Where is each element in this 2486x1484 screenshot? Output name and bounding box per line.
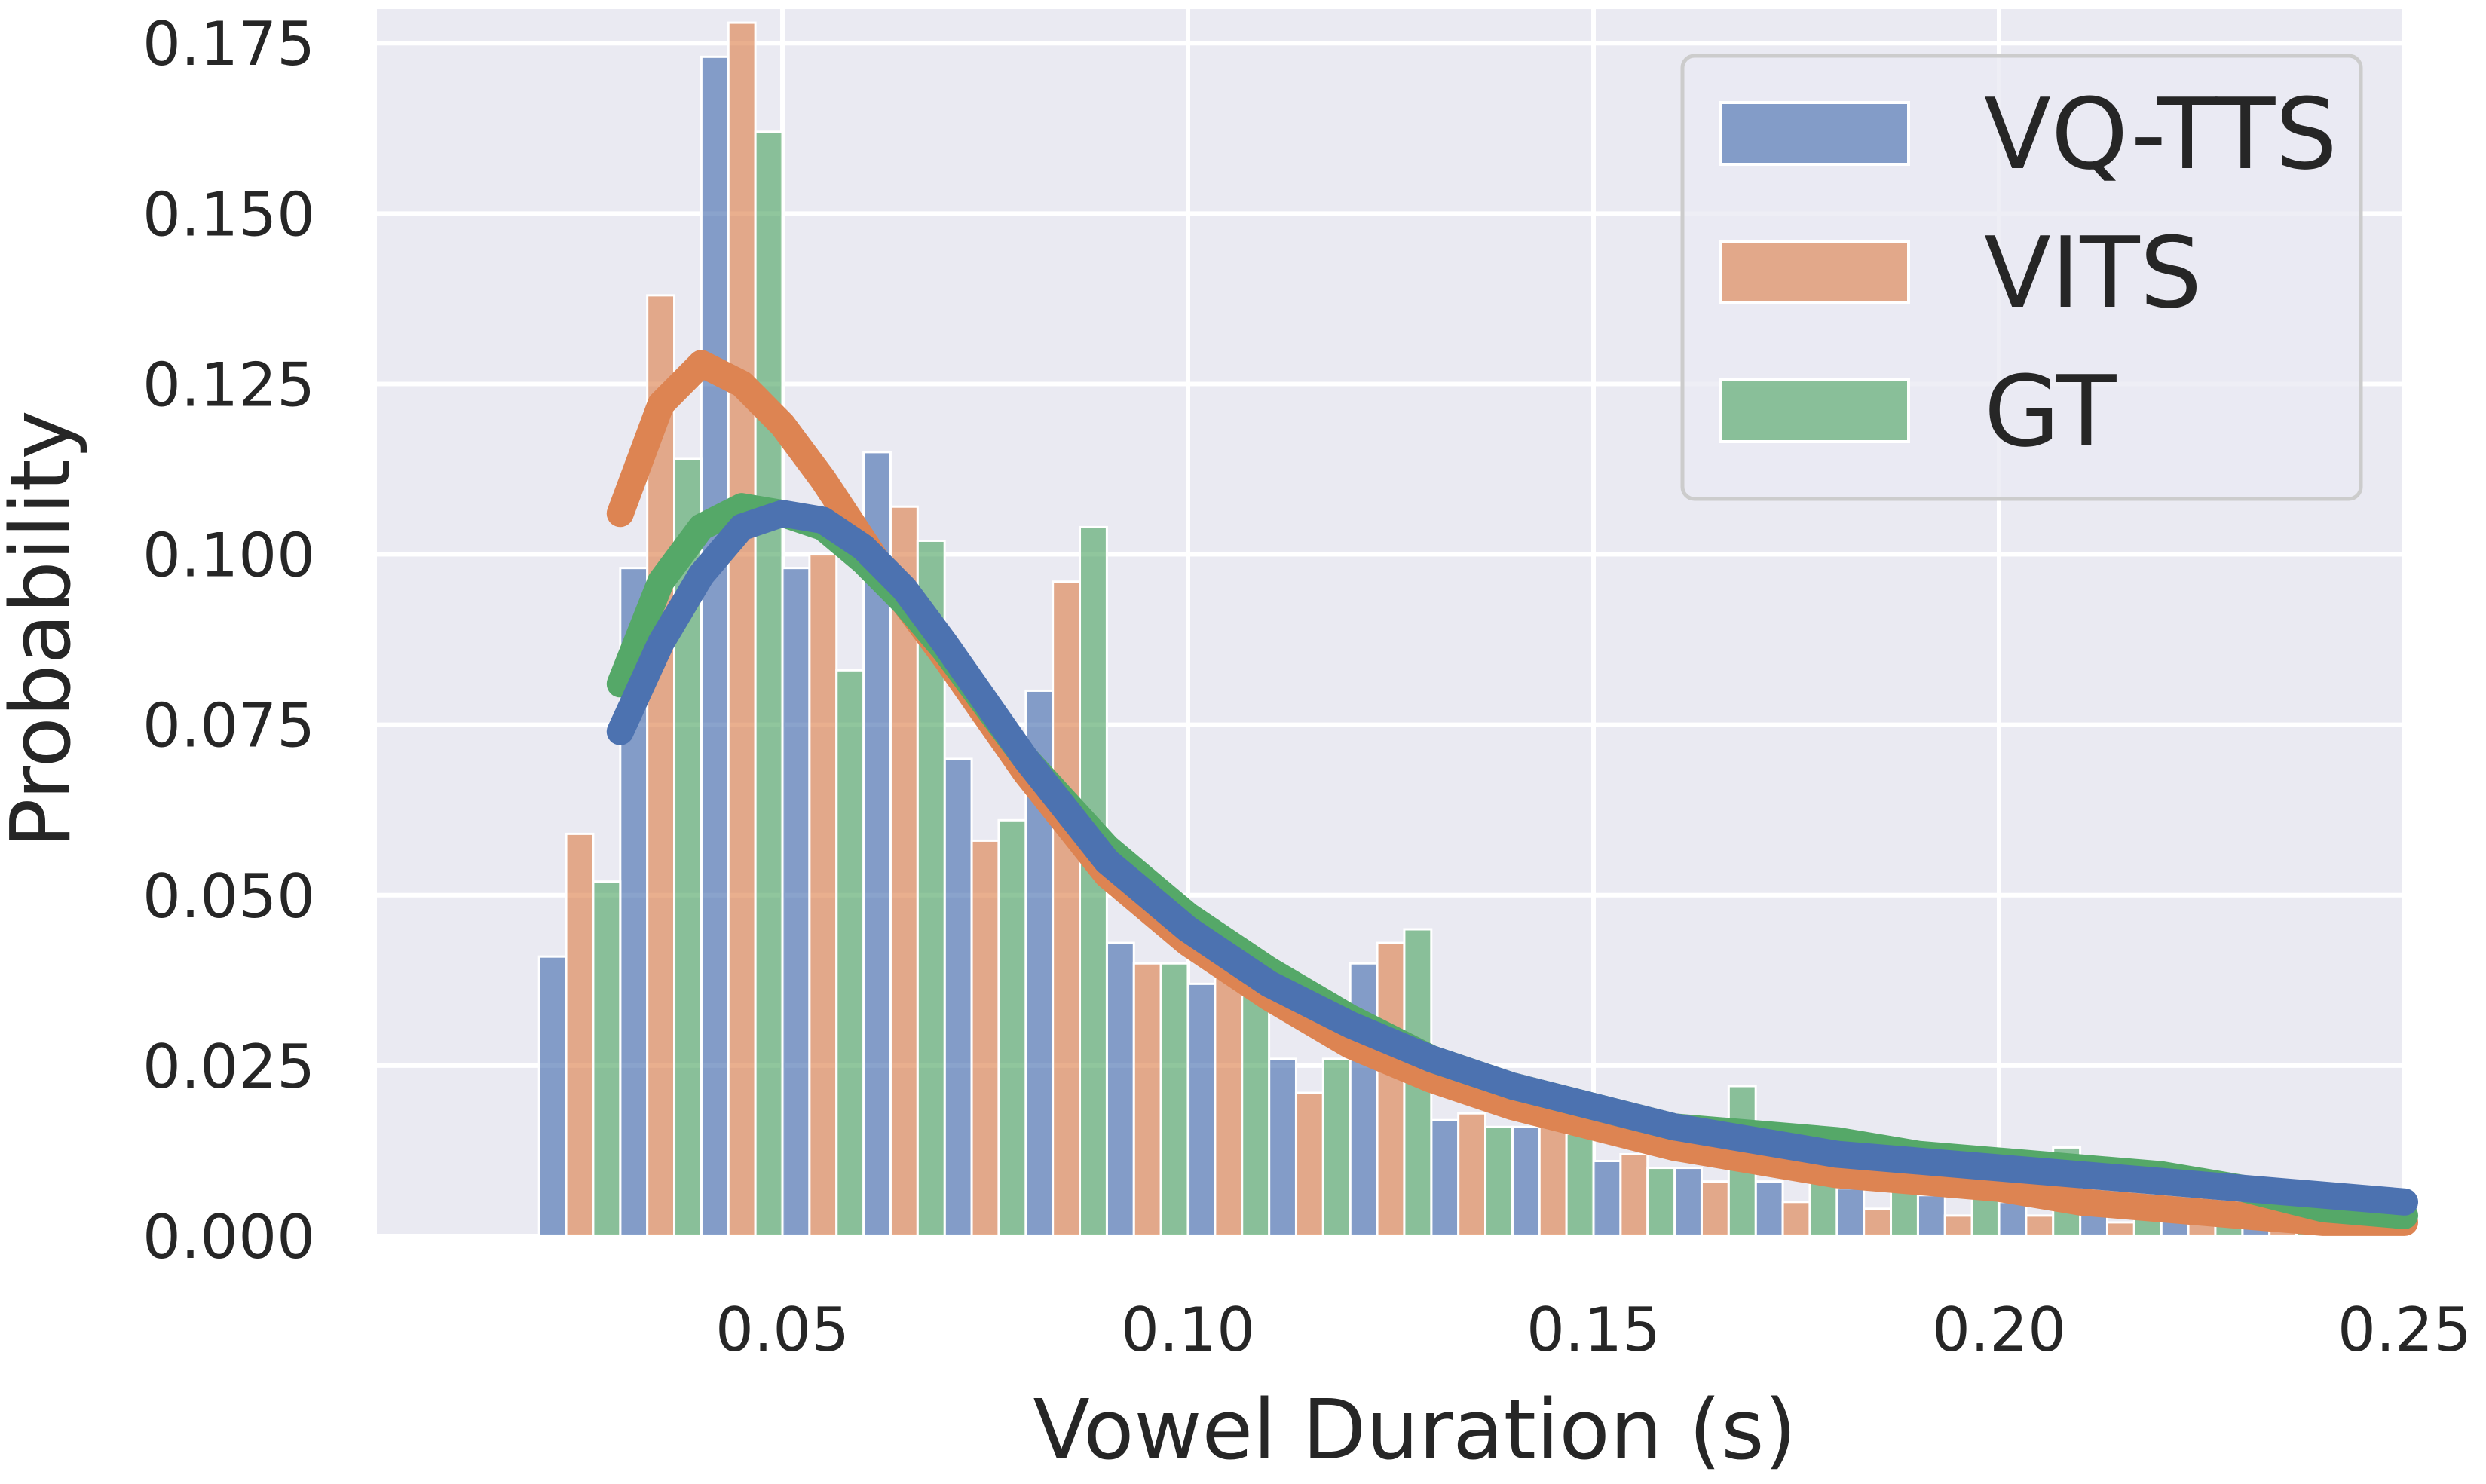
bar-vits-19 <box>2105 1221 2135 1238</box>
bar-vqtts-0 <box>537 955 568 1238</box>
bar-vqtts-9 <box>1268 1057 1297 1238</box>
bar-gt-3 <box>835 669 865 1238</box>
bar-vits-8 <box>1214 975 1244 1238</box>
legend: VQ-TTS VITS GT <box>1680 54 2363 501</box>
bar-vits-17 <box>1943 1214 1973 1238</box>
bar-gt-7 <box>1159 962 1189 1238</box>
bar-vits-18 <box>2025 1214 2055 1238</box>
bar-vqtts-11 <box>1430 1118 1460 1238</box>
bar-gt-12 <box>1565 1132 1595 1238</box>
y-tick-label-2: 0.050 <box>142 861 315 932</box>
bar-vqtts-18 <box>1998 1201 2028 1238</box>
bar-vqtts-10 <box>1349 962 1379 1238</box>
bar-vits-0 <box>565 832 595 1238</box>
bar-gt-13 <box>1646 1167 1676 1238</box>
bar-vits-3 <box>808 553 838 1238</box>
bar-gt-2 <box>754 130 784 1238</box>
y-tick-label-4: 0.100 <box>142 521 315 591</box>
bar-vqtts-7 <box>1105 941 1135 1238</box>
histogram-bars <box>537 21 2325 1238</box>
legend-label-vits: VITS <box>1984 216 2202 330</box>
y-tick-label-1: 0.025 <box>142 1032 315 1102</box>
bar-vits-15 <box>1781 1201 1811 1238</box>
x-tick-label-4: 0.25 <box>2338 1295 2472 1365</box>
x-tick-label-0: 0.05 <box>715 1295 850 1365</box>
bar-gt-9 <box>1321 1057 1352 1238</box>
bar-vits-6 <box>1052 580 1082 1238</box>
x-tick-label-2: 0.15 <box>1526 1295 1661 1365</box>
legend-label-gt: GT <box>1984 354 2117 469</box>
bar-vqtts-12 <box>1511 1125 1541 1238</box>
tick-labels: 0.05 0.10 0.15 0.20 0.25 0.000 0.025 0.050 0.075… <box>142 9 2472 1365</box>
bar-vqtts-2 <box>700 55 730 1238</box>
bar-vqtts-17 <box>1916 1194 1946 1238</box>
y-axis-title: Probability <box>0 410 89 848</box>
y-tick-label-0: 0.000 <box>142 1202 315 1272</box>
legend-label-vqtts: VQ-TTS <box>1984 77 2338 191</box>
x-tick-label-3: 0.20 <box>1932 1295 2066 1365</box>
bar-vqtts-14 <box>1673 1167 1703 1238</box>
bar-vits-13 <box>1619 1152 1649 1238</box>
bar-gt-11 <box>1484 1125 1514 1238</box>
bar-vits-5 <box>970 839 1000 1238</box>
bar-gt-8 <box>1241 975 1271 1238</box>
bar-vits-7 <box>1132 962 1162 1238</box>
y-tick-label-3: 0.075 <box>142 691 315 761</box>
bar-gt-5 <box>997 818 1027 1238</box>
kde-curves <box>606 350 2418 1236</box>
y-tick-label-7: 0.175 <box>142 9 315 79</box>
bar-vits-2 <box>727 21 757 1238</box>
kde-line-vqtts <box>606 500 2418 1216</box>
legend-swatch-vqtts <box>1719 101 1910 166</box>
y-tick-label-6: 0.150 <box>142 179 315 249</box>
y-tick-label-5: 0.125 <box>142 350 315 420</box>
legend-swatch-gt <box>1719 378 1910 443</box>
bar-vits-10 <box>1376 941 1406 1238</box>
bar-vqtts-5 <box>943 757 973 1238</box>
kde-line-vits <box>606 350 2418 1236</box>
bar-vits-16 <box>1863 1207 1893 1238</box>
bar-vits-12 <box>1538 1125 1568 1238</box>
bar-gt-0 <box>592 880 622 1238</box>
bar-vits-9 <box>1294 1091 1324 1238</box>
bar-vqtts-13 <box>1592 1160 1622 1238</box>
x-axis-title: Vowel Duration (s) <box>1033 1381 1796 1478</box>
bar-vqtts-15 <box>1754 1180 1784 1238</box>
bar-vqtts-3 <box>781 567 811 1238</box>
bar-vqtts-8 <box>1186 982 1217 1238</box>
bar-vits-14 <box>1700 1180 1730 1238</box>
x-tick-label-1: 0.10 <box>1121 1295 1255 1365</box>
bar-vqtts-16 <box>1835 1187 1866 1238</box>
bar-vits-11 <box>1457 1112 1487 1238</box>
legend-swatch-vits <box>1719 240 1910 304</box>
